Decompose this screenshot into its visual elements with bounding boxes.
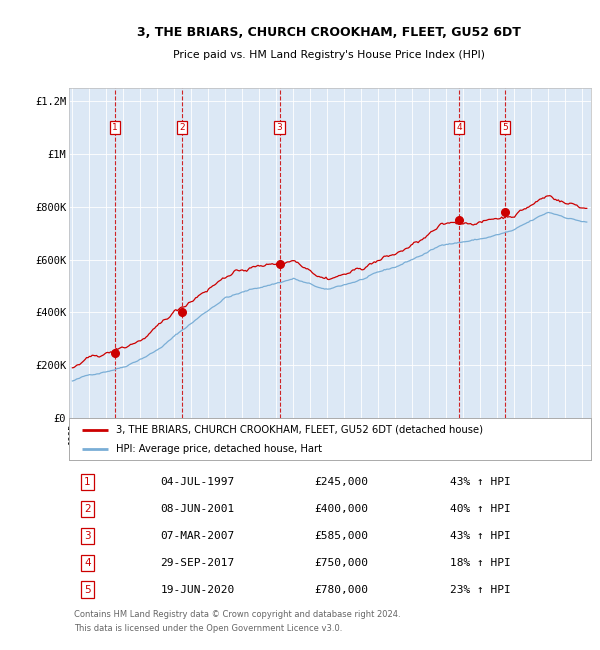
Text: 5: 5 (502, 123, 508, 132)
Text: 1: 1 (112, 123, 118, 132)
Text: £780,000: £780,000 (314, 584, 368, 595)
Text: 3, THE BRIARS, CHURCH CROOKHAM, FLEET, GU52 6DT (detached house): 3, THE BRIARS, CHURCH CROOKHAM, FLEET, G… (116, 425, 483, 435)
Text: 3: 3 (84, 531, 91, 541)
Text: 08-JUN-2001: 08-JUN-2001 (160, 504, 235, 514)
Text: £245,000: £245,000 (314, 477, 368, 487)
Text: 29-SEP-2017: 29-SEP-2017 (160, 558, 235, 567)
Text: 5: 5 (84, 584, 91, 595)
Text: 4: 4 (457, 123, 462, 132)
Text: 40% ↑ HPI: 40% ↑ HPI (450, 504, 511, 514)
Text: 19-JUN-2020: 19-JUN-2020 (160, 584, 235, 595)
Text: 2: 2 (84, 504, 91, 514)
Text: 18% ↑ HPI: 18% ↑ HPI (450, 558, 511, 567)
Text: 04-JUL-1997: 04-JUL-1997 (160, 477, 235, 487)
Text: HPI: Average price, detached house, Hart: HPI: Average price, detached house, Hart (116, 445, 322, 454)
Text: 3: 3 (277, 123, 283, 132)
Text: 43% ↑ HPI: 43% ↑ HPI (450, 531, 511, 541)
Text: 1: 1 (84, 477, 91, 487)
Text: £585,000: £585,000 (314, 531, 368, 541)
Text: £750,000: £750,000 (314, 558, 368, 567)
Text: 2: 2 (179, 123, 185, 132)
Text: Price paid vs. HM Land Registry's House Price Index (HPI): Price paid vs. HM Land Registry's House … (173, 50, 485, 60)
Text: Contains HM Land Registry data © Crown copyright and database right 2024.: Contains HM Land Registry data © Crown c… (74, 610, 401, 619)
Text: 07-MAR-2007: 07-MAR-2007 (160, 531, 235, 541)
Text: 3, THE BRIARS, CHURCH CROOKHAM, FLEET, GU52 6DT: 3, THE BRIARS, CHURCH CROOKHAM, FLEET, G… (137, 26, 521, 39)
Text: 4: 4 (84, 558, 91, 567)
Text: 23% ↑ HPI: 23% ↑ HPI (450, 584, 511, 595)
Text: This data is licensed under the Open Government Licence v3.0.: This data is licensed under the Open Gov… (74, 624, 343, 633)
Text: 43% ↑ HPI: 43% ↑ HPI (450, 477, 511, 487)
Text: £400,000: £400,000 (314, 504, 368, 514)
